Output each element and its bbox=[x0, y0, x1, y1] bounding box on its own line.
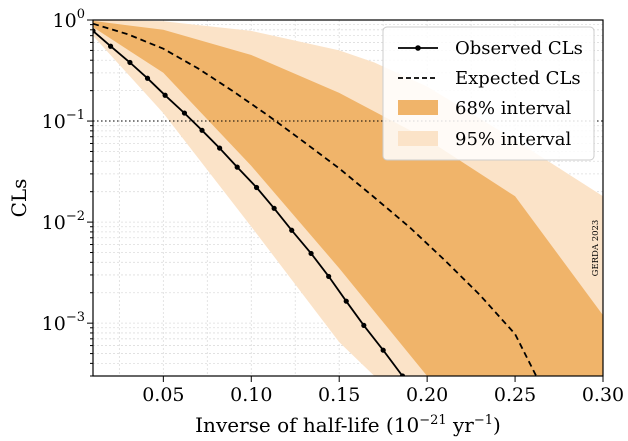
y-tick-label: 100 bbox=[53, 7, 85, 32]
observed-cls-point bbox=[93, 28, 96, 34]
legend-expected-label: Expected CLs bbox=[455, 68, 581, 89]
observed-cls-point bbox=[181, 110, 188, 116]
observed-cls-point bbox=[308, 250, 314, 257]
legend-68-swatch bbox=[398, 100, 438, 115]
y-tick-label: 10−3 bbox=[42, 310, 85, 335]
band-68 bbox=[93, 20, 603, 376]
x-tick-label: 0.20 bbox=[406, 384, 448, 406]
observed-cls-point bbox=[326, 273, 332, 280]
observed-cls-point bbox=[234, 164, 240, 170]
observed-cls-point bbox=[380, 347, 386, 353]
legend-observed-marker bbox=[415, 45, 421, 51]
x-tick-label: 0.05 bbox=[142, 384, 184, 406]
legend-observed-label: Observed CLs bbox=[455, 38, 583, 59]
x-tick-label: 0.25 bbox=[494, 384, 536, 406]
expected-cls-line bbox=[93, 22, 538, 376]
observed-cls-point bbox=[144, 75, 151, 81]
observed-cls-point bbox=[217, 145, 223, 151]
x-tick-label: 0.10 bbox=[230, 384, 272, 406]
bands-layer bbox=[93, 20, 603, 376]
observed-cls-point bbox=[271, 205, 277, 211]
y-axis-label: CLs bbox=[7, 179, 31, 218]
observed-cls-point bbox=[361, 322, 367, 329]
observed-cls-point bbox=[199, 127, 205, 133]
observed-cls-point bbox=[162, 92, 168, 98]
legend-box bbox=[382, 26, 595, 161]
observed-cls-point bbox=[289, 227, 295, 233]
observed-cls-point bbox=[107, 43, 114, 49]
ticks-layer: 0.05 0.10 0.15 0.20 0.25 0.30 100 10−1 10−2 10−3 bbox=[42, 7, 625, 406]
y-tick-label: 10−1 bbox=[42, 108, 85, 133]
legend-68-label: 68% interval bbox=[455, 98, 571, 119]
watermark: GERDA 2023 bbox=[591, 220, 601, 277]
legend: Observed CLs Expected CLs 68% interval 9… bbox=[382, 26, 595, 161]
observed-cls-point bbox=[253, 184, 260, 191]
observed-cls-point bbox=[127, 59, 133, 66]
observed-cls-line bbox=[93, 30, 404, 376]
legend-95-swatch bbox=[398, 131, 438, 146]
x-tick-label: 0.15 bbox=[318, 384, 360, 406]
legend-95-label: 95% interval bbox=[455, 129, 571, 150]
plot-frame bbox=[92, 19, 604, 377]
observed-cls-point bbox=[343, 298, 349, 304]
x-tick-label: 0.30 bbox=[582, 384, 624, 406]
x-axis-label: Inverse of half-life (10−21 yr−1) bbox=[195, 413, 501, 437]
y-tick-label: 10−2 bbox=[42, 209, 85, 234]
observed-cls-point bbox=[399, 373, 406, 376]
